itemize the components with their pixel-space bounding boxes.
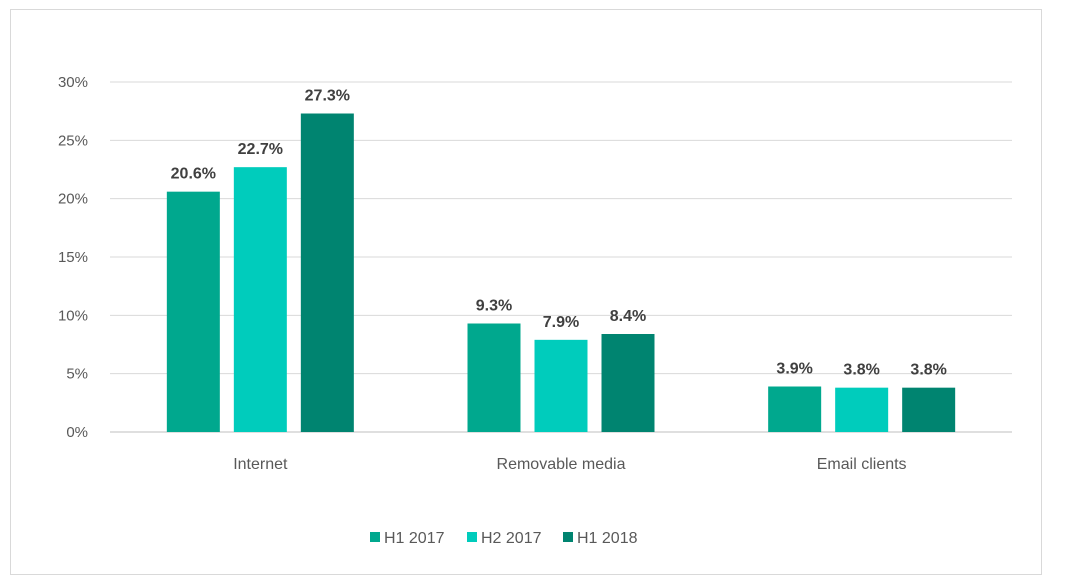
legend-swatch xyxy=(467,532,477,542)
y-tick-label: 0% xyxy=(66,424,88,441)
y-tick-label: 10% xyxy=(58,307,88,324)
data-label: 27.3% xyxy=(305,88,350,105)
y-tick-label: 25% xyxy=(58,132,88,149)
bar-h1-2018 xyxy=(300,113,354,432)
legend-label: H1 2018 xyxy=(577,530,638,547)
x-category-label: Email clients xyxy=(817,456,907,473)
x-category-label: Internet xyxy=(233,456,288,473)
bar-h2-2017 xyxy=(534,339,588,432)
legend-swatch xyxy=(370,532,380,542)
bar-h1-2018 xyxy=(902,387,956,432)
data-label: 3.8% xyxy=(910,362,946,379)
bar-h1-2017 xyxy=(166,191,220,432)
data-label: 3.8% xyxy=(843,362,879,379)
x-category-label: Removable media xyxy=(497,456,626,473)
bar-h2-2017 xyxy=(233,167,287,432)
data-label: 20.6% xyxy=(171,166,216,183)
bar-h2-2017 xyxy=(835,387,889,432)
chart-frame xyxy=(10,9,1042,575)
data-label: 9.3% xyxy=(476,298,512,315)
y-tick-label: 15% xyxy=(58,249,88,266)
y-tick-label: 30% xyxy=(58,74,88,91)
data-label: 3.9% xyxy=(776,361,812,378)
legend-swatch xyxy=(563,532,573,542)
legend-label: H2 2017 xyxy=(481,530,542,547)
data-label: 8.4% xyxy=(610,308,646,325)
legend-label: H1 2017 xyxy=(384,530,445,547)
bar-h1-2017 xyxy=(467,323,521,432)
bar-h1-2017 xyxy=(768,386,822,432)
y-tick-label: 5% xyxy=(66,366,88,383)
bar-h1-2018 xyxy=(601,334,655,432)
y-tick-label: 20% xyxy=(58,191,88,208)
data-label: 7.9% xyxy=(543,314,579,331)
data-label: 22.7% xyxy=(238,141,283,158)
